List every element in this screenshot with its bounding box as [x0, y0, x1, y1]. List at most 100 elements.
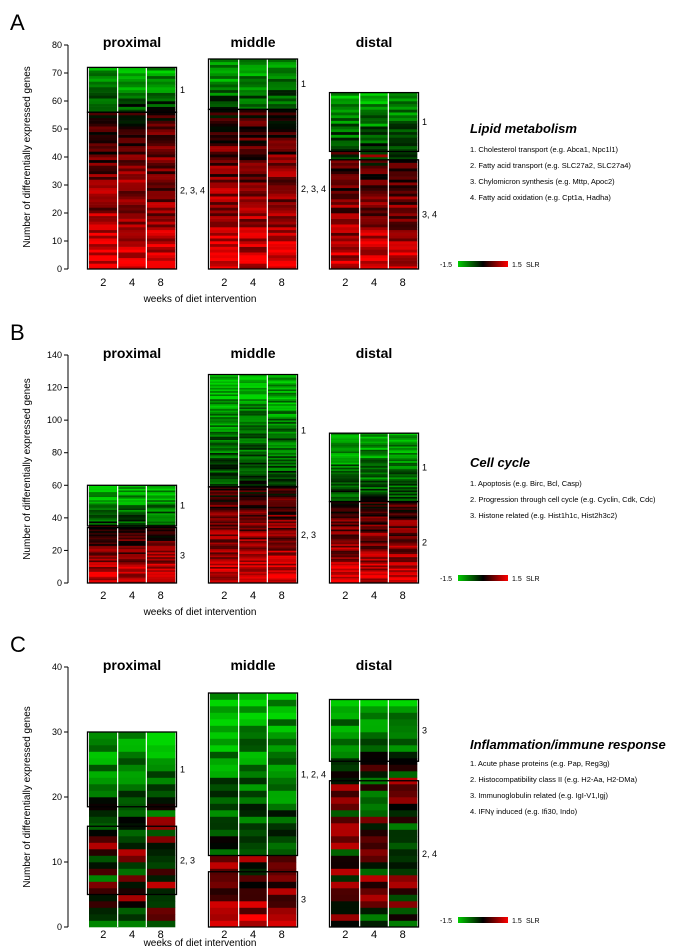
heatmap-cell [267, 504, 297, 507]
heatmap-cell [210, 436, 239, 439]
heatmap-cell [331, 573, 360, 576]
heatmap-cell [238, 842, 268, 850]
heatmap-cell [146, 182, 176, 186]
heatmap-cell [331, 145, 360, 149]
heatmap-cell [267, 98, 297, 102]
heatmap-cell [388, 493, 418, 496]
heatmap-cell [146, 521, 176, 524]
heatmap-cell [89, 555, 118, 558]
heatmap-cell [388, 483, 418, 486]
heatmap-cell [146, 196, 176, 200]
heatmap-cell [331, 568, 360, 571]
heatmap-cell [210, 229, 239, 233]
heatmap-cell [89, 168, 118, 172]
heatmap-cell [210, 542, 239, 545]
heatmap-cell [210, 439, 239, 442]
heatmap-cell [331, 475, 360, 478]
heatmap-cell [331, 469, 360, 471]
heatmap-cell [359, 134, 389, 138]
heatmap-cell [359, 810, 389, 817]
heatmap-cell [238, 129, 268, 133]
heatmap-cell [146, 506, 176, 509]
heatmap-cell [89, 201, 118, 205]
heatmap-cell [388, 204, 418, 208]
heatmap-cell [388, 578, 418, 581]
heatmap-cell [388, 823, 418, 830]
heatmap-cell [238, 98, 268, 102]
heatmap-cell [359, 137, 389, 141]
heatmap-cell [267, 241, 297, 245]
heatmap-cell [238, 95, 268, 99]
heatmap-cell [210, 441, 239, 444]
week-label: 4 [250, 929, 256, 941]
heatmap-cell [359, 171, 389, 175]
heatmap-cell [238, 196, 268, 200]
heatmap-cell [117, 862, 147, 869]
heatmap-cell [388, 555, 418, 558]
heatmap-cell [117, 238, 147, 242]
heatmap-cell [117, 112, 147, 116]
heatmap-cell [210, 552, 239, 554]
heatmap-cell [238, 190, 268, 194]
section-title: proximal [103, 345, 161, 361]
heatmap-cell [146, 499, 176, 502]
heatmap-cell [146, 221, 176, 225]
heatmap-cell [89, 115, 118, 119]
heatmap-cell [267, 486, 297, 489]
heatmap-cell [146, 777, 176, 785]
heatmap-cell [117, 511, 147, 514]
heatmap-cell [210, 745, 239, 752]
heatmap-cell [238, 81, 268, 85]
heatmap-cell [210, 539, 239, 541]
heatmap-cell [210, 415, 239, 418]
heatmap-cell [331, 829, 360, 837]
heatmap-cell [210, 403, 239, 406]
heatmap-cell [388, 143, 418, 147]
heatmap-cell [210, 920, 239, 928]
heatmap-cell [359, 241, 389, 245]
heatmap-cell [267, 384, 297, 387]
heatmap-cell [267, 568, 297, 571]
heatmap-cell [238, 385, 268, 388]
heatmap-cell [210, 490, 239, 493]
heatmap-cell [238, 389, 268, 392]
heatmap-cell [238, 429, 268, 432]
heatmap-cell [210, 444, 239, 447]
heatmap-cell [146, 573, 176, 576]
heatmap-cell [267, 784, 297, 791]
heatmap-cell [359, 465, 389, 468]
heatmap-cell [146, 569, 176, 572]
heatmap-cell [146, 491, 176, 494]
heatmap-cell [331, 165, 360, 169]
heatmap-cell [238, 540, 268, 543]
heatmap-cell [267, 576, 297, 579]
heatmap-cell [331, 511, 360, 514]
heatmap-cell [331, 516, 360, 519]
heatmap-cell [331, 530, 360, 533]
heatmap-cell [238, 547, 268, 550]
heatmap-cell [146, 179, 176, 183]
heatmap-cell [359, 460, 389, 463]
heatmap-cell [388, 238, 418, 242]
color-scale-bar [458, 261, 508, 267]
heatmap-cell [267, 229, 297, 233]
category-item: 2. Histocompatibility class II (e.g. H2-… [470, 775, 638, 784]
heatmap-cell [238, 151, 268, 155]
heatmap-cell [238, 199, 268, 203]
heatmap-cell [267, 75, 297, 79]
heatmap-cell [117, 816, 147, 824]
heatmap-cell [267, 771, 297, 778]
heatmap-cell [388, 176, 418, 180]
heatmap-cell [146, 143, 176, 147]
heatmap-cell [331, 574, 360, 577]
heatmap-cell [89, 573, 118, 576]
heatmap-cell [238, 452, 268, 455]
heatmap-cell [89, 836, 118, 843]
heatmap-cell [146, 512, 176, 515]
heatmap-cell [267, 263, 297, 267]
heatmap-cell [89, 758, 118, 765]
heatmap-cell [210, 384, 239, 387]
heatmap-cell [117, 140, 147, 144]
heatmap-cell [267, 517, 297, 520]
heatmap-cell [388, 764, 418, 772]
